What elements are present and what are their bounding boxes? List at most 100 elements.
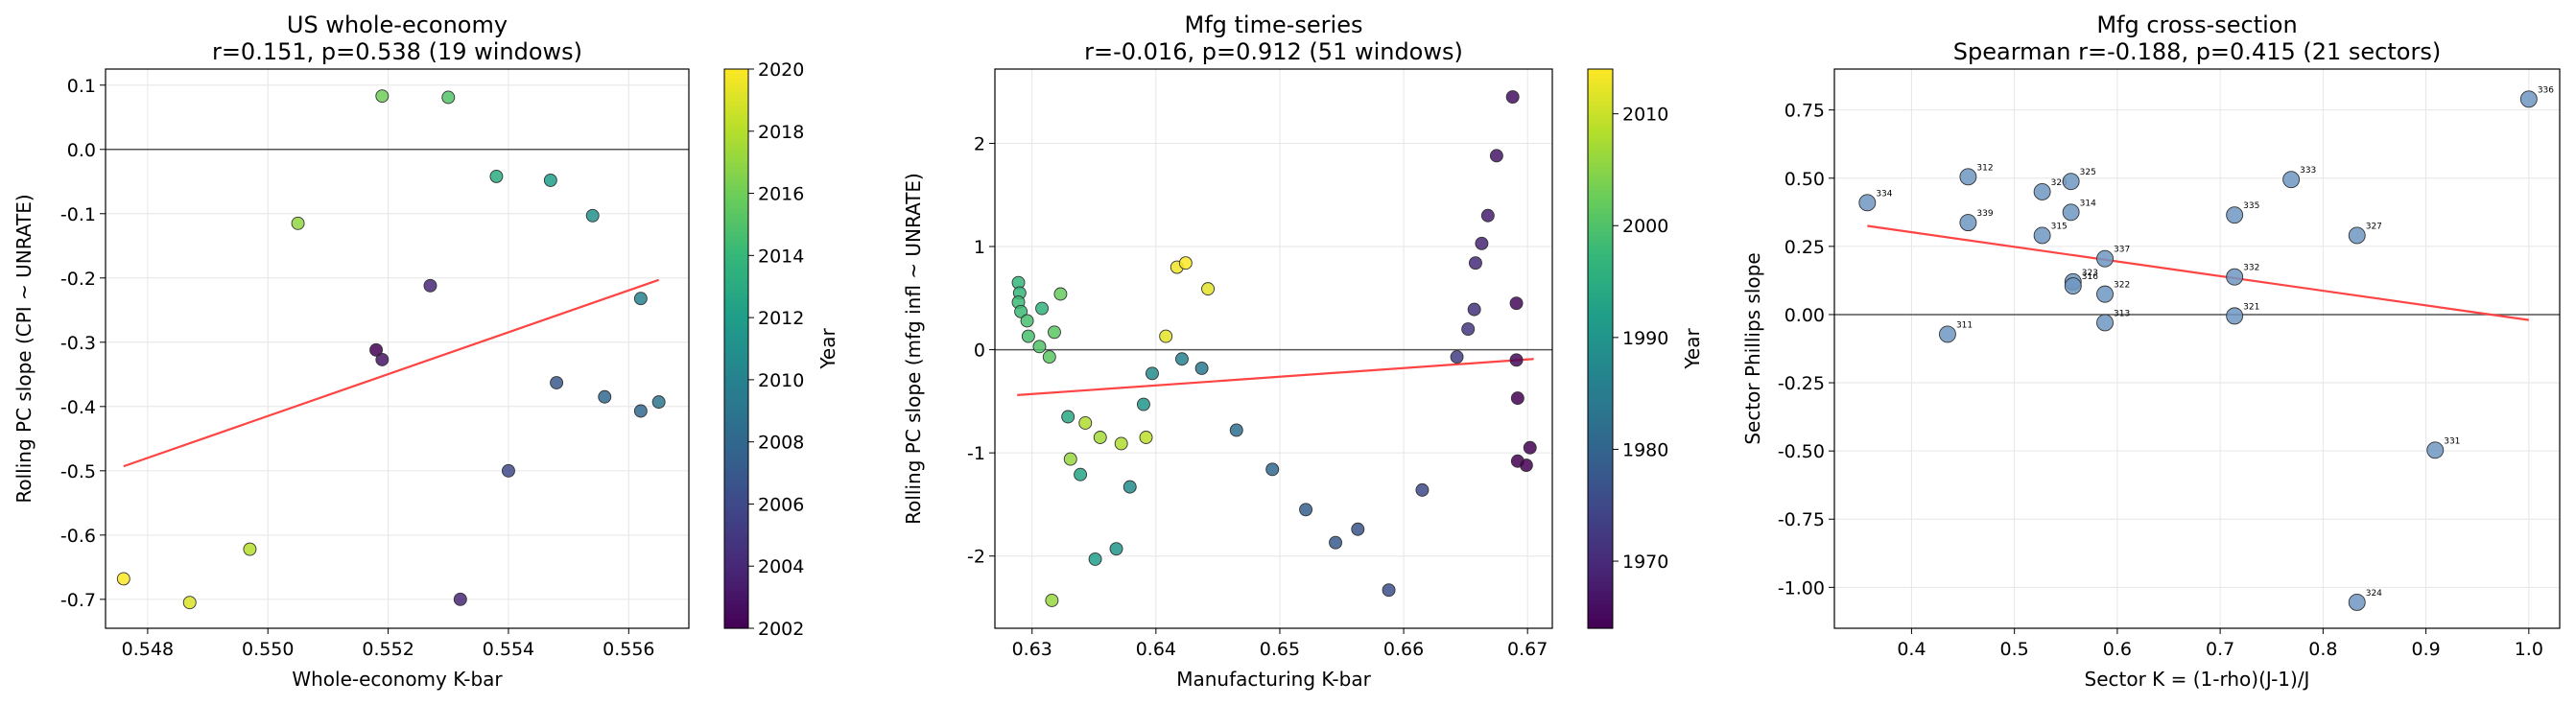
x-tick-label: 0.64 — [1136, 639, 1176, 660]
colorbar-segment — [724, 269, 748, 275]
colorbar-segment — [724, 428, 748, 434]
data-point — [1229, 423, 1243, 437]
colorbar-segment — [1588, 241, 1613, 247]
colorbar-tick-label: 2018 — [758, 122, 804, 143]
chart-title: Mfg time-series — [1185, 12, 1363, 38]
colorbar-segment — [724, 316, 748, 321]
colorbar-segment — [1588, 553, 1613, 559]
colorbar-segment — [1588, 451, 1613, 457]
colorbar-segment — [724, 506, 748, 513]
colorbar-segment — [724, 562, 748, 569]
data-point — [1382, 583, 1396, 598]
colorbar-segment — [724, 446, 748, 452]
grid — [1834, 69, 2560, 628]
colorbar-segment — [724, 418, 748, 424]
grid — [995, 69, 1552, 628]
data-point — [1450, 350, 1464, 364]
x-tick-label: 0.63 — [1012, 639, 1052, 660]
colorbar-segment — [724, 358, 748, 364]
colorbar-segment — [724, 148, 748, 154]
colorbar-segment — [1588, 176, 1613, 182]
data-point — [1063, 452, 1077, 466]
point-label: 312 — [1976, 163, 1993, 173]
colorbar-segment — [724, 339, 748, 345]
colorbar-segment — [724, 488, 748, 494]
grid — [106, 69, 689, 628]
colorbar-segment — [1588, 363, 1613, 368]
colorbar-segment — [724, 553, 748, 559]
colorbar-segment — [1588, 236, 1613, 243]
colorbar-segment — [724, 479, 748, 484]
y-tick-label: -1 — [967, 443, 985, 464]
data-point — [1175, 352, 1189, 366]
data-point — [1114, 436, 1128, 451]
colorbar-segment — [1588, 609, 1613, 616]
x-axis-label: Manufacturing K-bar — [1176, 668, 1371, 691]
colorbar-segment — [724, 283, 748, 289]
data-point — [2033, 226, 2051, 245]
colorbar-segment — [1588, 576, 1613, 583]
colorbar-tick-label: 1990 — [1622, 328, 1668, 349]
colorbar-segment — [1588, 73, 1613, 80]
colorbar-segment — [724, 200, 748, 205]
colorbar-segment — [1588, 273, 1613, 280]
fit-line — [1867, 224, 2529, 321]
colorbar-segment — [1588, 409, 1613, 415]
colorbar-segment — [1588, 306, 1613, 313]
colorbar-segment — [1588, 506, 1613, 513]
colorbar-segment — [724, 576, 748, 583]
colorbar-segment — [724, 572, 748, 578]
point-label: 311 — [1956, 320, 1973, 330]
colorbar-segment — [1588, 148, 1613, 154]
colorbar-segment — [1588, 293, 1613, 298]
data-point — [1048, 325, 1061, 340]
colorbar-segment — [1588, 153, 1613, 158]
colorbar-segment — [1588, 483, 1613, 489]
data-point — [2064, 277, 2082, 295]
colorbar-frame — [1587, 68, 1614, 629]
colorbar-segment — [1588, 399, 1613, 406]
colorbar-segment — [724, 273, 748, 280]
data-point — [423, 278, 437, 293]
point-label: 314 — [2080, 199, 2096, 208]
colorbar-segment — [1588, 460, 1613, 466]
data-point — [489, 169, 504, 183]
colorbar-segment — [1588, 376, 1613, 383]
colorbar-segment — [1588, 599, 1613, 606]
data-point — [2348, 226, 2366, 245]
colorbar-segment — [1588, 358, 1613, 364]
colorbar-segment — [724, 609, 748, 616]
colorbar-segment — [724, 623, 748, 629]
colorbar-segment — [724, 549, 748, 554]
colorbar-segment — [724, 92, 748, 98]
data-point — [1178, 256, 1193, 270]
chart-subtitle: r=0.151, p=0.538 (19 windows) — [212, 38, 582, 65]
x-tick-label: 1.0 — [2515, 639, 2543, 660]
x-tick-label: 0.65 — [1260, 639, 1300, 660]
data-point — [291, 216, 305, 230]
colorbar-segment — [724, 348, 748, 354]
colorbar-segment — [1588, 200, 1613, 205]
colorbar-segment — [724, 581, 748, 587]
colorbar-tick-label: 2014 — [758, 246, 804, 267]
axes-frame — [105, 68, 690, 629]
data-point — [2226, 307, 2244, 325]
y-tick-label: 0.1 — [67, 76, 96, 97]
colorbar-segment — [724, 456, 748, 461]
data-point — [2096, 285, 2114, 303]
data-point — [182, 596, 197, 610]
colorbar-segment — [1588, 195, 1613, 200]
data-point — [1020, 314, 1034, 328]
colorbar-segment — [724, 236, 748, 243]
colorbar-segment — [724, 320, 748, 326]
data-point — [1519, 458, 1533, 472]
colorbar-segment — [724, 483, 748, 489]
colorbar-segment — [724, 129, 748, 135]
data-point — [1480, 208, 1495, 223]
colorbar-segment — [724, 363, 748, 368]
colorbar-segment — [1588, 474, 1613, 481]
colorbar-segment — [1588, 534, 1613, 541]
colorbar-segment — [724, 106, 748, 112]
